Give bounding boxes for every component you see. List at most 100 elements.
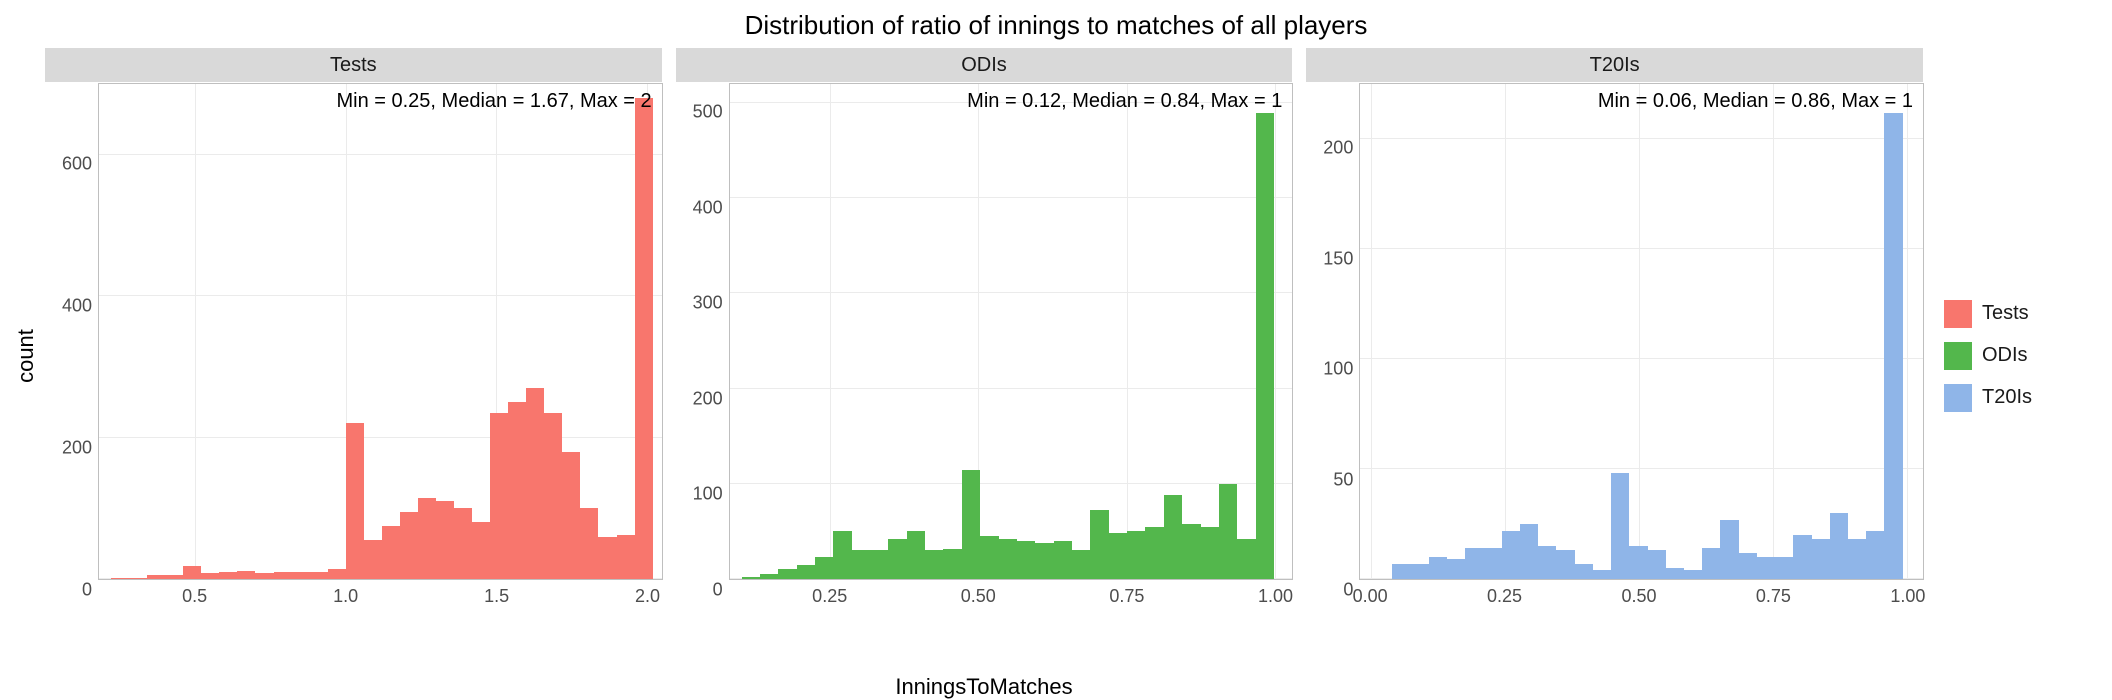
x-tick-label: 0.50 — [961, 586, 996, 607]
histogram-bar — [400, 512, 418, 579]
y-tick-label: 600 — [44, 154, 92, 175]
histogram-bar — [1648, 550, 1666, 579]
histogram-bar — [852, 550, 870, 579]
histogram-bar — [165, 575, 183, 579]
histogram-bar — [1090, 510, 1108, 579]
histogram-bar — [310, 572, 328, 579]
legend-label: T20Is — [1982, 386, 2032, 409]
facet-annotation: Min = 0.06, Median = 0.86, Max = 1 — [1598, 90, 1913, 113]
chart-row: count Tests0200400600Min = 0.25, Median … — [8, 47, 2104, 664]
facet-annotation: Min = 0.12, Median = 0.84, Max = 1 — [967, 90, 1282, 113]
legend-item: Tests — [1944, 300, 2104, 328]
y-tick-label: 0 — [675, 580, 723, 601]
histogram-bar — [1145, 527, 1163, 579]
histogram-bar — [292, 572, 310, 579]
histogram-bar — [1720, 520, 1738, 579]
histogram-bar — [201, 573, 219, 579]
histogram-bar — [617, 535, 635, 579]
histogram-bar — [1035, 543, 1053, 579]
histogram-bar — [219, 572, 237, 579]
histogram-bar — [580, 508, 598, 579]
x-ticks: 0.51.01.52.0 — [98, 580, 663, 622]
histogram-bar — [1757, 557, 1775, 579]
histogram-bar — [1392, 564, 1410, 579]
legend-label: ODIs — [1982, 344, 2028, 367]
histogram-bar — [508, 402, 526, 579]
histogram-bar — [1812, 539, 1830, 579]
x-ticks-wrap: 0.250.500.751.00 — [675, 580, 1294, 622]
histogram-bar — [1164, 495, 1182, 579]
x-ticks: 0.000.250.500.751.00 — [1359, 580, 1924, 622]
chart-title: Distribution of ratio of innings to matc… — [8, 10, 2104, 41]
histogram-bar — [472, 522, 490, 579]
histogram-bar — [833, 531, 851, 579]
histogram-bar — [1484, 548, 1502, 579]
y-tick-label: 200 — [675, 388, 723, 409]
histogram-bar — [544, 413, 562, 579]
x-tick-label: 2.0 — [635, 586, 660, 607]
histogram-bar — [1775, 557, 1793, 579]
y-ticks: 050100150200 — [1305, 83, 1359, 580]
legend-swatch — [1944, 300, 1972, 328]
plot-panel: Min = 0.06, Median = 0.86, Max = 1 — [1359, 83, 1924, 580]
histogram-bar — [1109, 533, 1127, 579]
plot-panel: Min = 0.12, Median = 0.84, Max = 1 — [729, 83, 1294, 580]
histogram-bar — [1017, 541, 1035, 579]
panel-wrap: 050100150200Min = 0.06, Median = 0.86, M… — [1305, 83, 1924, 580]
histogram-bar — [1201, 527, 1219, 579]
histogram-bar — [870, 550, 888, 579]
histogram-bar — [1739, 553, 1757, 579]
histogram-bar — [1538, 546, 1556, 579]
legend-item: T20Is — [1944, 384, 2104, 412]
facet-t20is: T20Is050100150200Min = 0.06, Median = 0.… — [1305, 47, 1924, 622]
y-tick-label: 200 — [1305, 138, 1353, 159]
panel-wrap: 0100200300400500Min = 0.12, Median = 0.8… — [675, 83, 1294, 580]
x-ticks-wrap: 0.51.01.52.0 — [44, 580, 663, 622]
histogram-bar — [1848, 539, 1866, 579]
histogram-bar — [635, 98, 653, 579]
x-tick-label: 0.00 — [1353, 586, 1388, 607]
histogram-bar — [129, 578, 147, 579]
y-tick-label: 100 — [1305, 359, 1353, 380]
histogram-bar — [815, 557, 833, 579]
histogram-bar — [274, 572, 292, 579]
bars-layer — [730, 84, 1293, 579]
histogram-bar — [1429, 557, 1447, 579]
histogram-bar — [1219, 484, 1237, 579]
x-tick-label: 1.0 — [333, 586, 358, 607]
legend-item: ODIs — [1944, 342, 2104, 370]
histogram-bar — [1256, 113, 1274, 579]
legend-label: Tests — [1982, 302, 2029, 325]
x-tick-label: 0.25 — [1487, 586, 1522, 607]
histogram-bar — [888, 539, 906, 579]
x-ticks: 0.250.500.751.00 — [729, 580, 1294, 622]
histogram-bar — [1702, 548, 1720, 579]
histogram-bar — [1666, 568, 1684, 579]
y-tick-label: 300 — [675, 293, 723, 314]
x-tick-label: 0.75 — [1756, 586, 1791, 607]
histogram-bar — [1793, 535, 1811, 579]
histogram-bar — [1447, 559, 1465, 579]
histogram-bar — [1237, 539, 1255, 579]
histogram-bar — [925, 550, 943, 579]
histogram-bar — [237, 571, 255, 579]
y-tick-label: 50 — [1305, 469, 1353, 490]
y-tick-label: 500 — [675, 102, 723, 123]
x-tick-label: 0.50 — [1621, 586, 1656, 607]
histogram-bar — [454, 508, 472, 579]
histogram-bar — [760, 574, 778, 579]
histogram-bar — [742, 577, 760, 579]
histogram-bar — [382, 526, 400, 579]
y-tick-label: 400 — [675, 197, 723, 218]
histogram-bar — [364, 540, 382, 579]
legend-swatch — [1944, 342, 1972, 370]
histogram-bar — [778, 569, 796, 579]
y-tick-label: 0 — [1305, 580, 1353, 601]
bars-layer — [1360, 84, 1923, 579]
histogram-bar — [598, 537, 616, 579]
legend-swatch — [1944, 384, 1972, 412]
facet-strip: ODIs — [675, 47, 1294, 83]
histogram-bar — [1465, 548, 1483, 579]
histogram-bar — [1575, 564, 1593, 579]
x-tick-label: 1.00 — [1258, 586, 1293, 607]
